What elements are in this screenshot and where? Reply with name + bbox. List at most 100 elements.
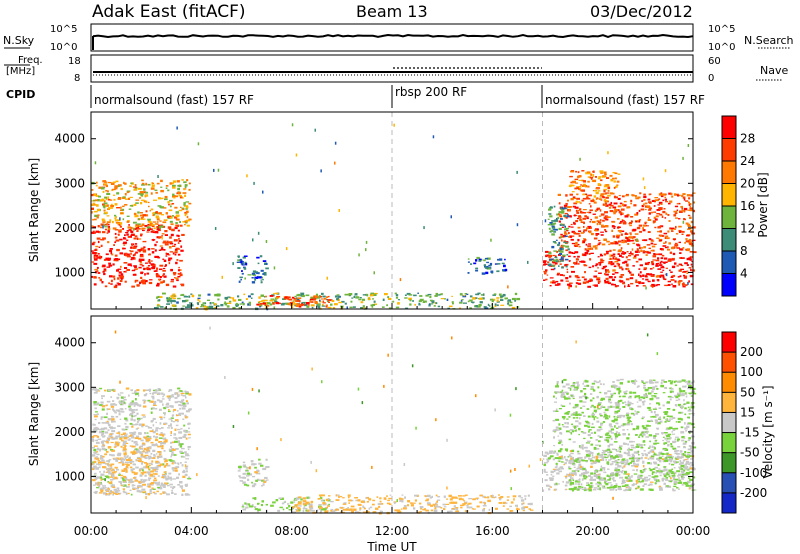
power-echo-6 [582,240,585,243]
velocity-echo-1 [145,466,148,469]
power-echo-6 [689,209,693,212]
velocity-echo-0 [94,424,96,426]
power-echo-6 [679,210,683,213]
velocity-echo-1 [124,478,129,481]
velocity-echo-5 [655,471,657,474]
power-echo-1 [179,194,182,197]
velocity-echo-0 [151,443,155,447]
velocity-echo-1 [124,461,129,464]
power-echo-5 [655,275,659,278]
power-echo-1 [167,215,171,218]
power-echo-5 [672,274,676,277]
velocity-echo-0 [102,485,106,487]
power-echo-8 [587,180,590,183]
power-echo-3 [173,304,176,307]
power-echo-1 [156,215,159,218]
velocity-echo-6 [673,460,677,463]
velocity-echo-1 [142,442,145,445]
velocity-echo-0 [93,387,97,390]
power-echo-scatter [516,170,518,174]
velocity-echo-5 [665,478,669,481]
power-echo-1 [178,184,181,188]
velocity-echo-4 [354,511,359,514]
velocity-echo-0 [160,392,164,395]
power-echo-6 [583,212,586,214]
velocity-echo-4 [468,498,472,500]
velocity-echo-0 [163,450,166,452]
velocity-echo-4 [449,510,453,513]
power-echo-3 [459,301,463,304]
power-echo-4 [328,301,330,303]
power-echo-3 [341,300,345,303]
velocity-echo-5 [666,452,669,455]
power-echo-1 [186,224,190,227]
velocity-echo-5 [590,465,593,468]
power-echo-6 [570,198,574,201]
power-echo-1 [155,191,158,194]
power-echo-6 [664,236,667,239]
power-echo-1 [151,186,154,188]
velocity-echo-4 [296,510,300,512]
velocity-echo-4 [305,501,310,504]
power-echo-3 [259,304,263,307]
velocity-echo-3 [290,501,294,504]
power-echo-6 [688,197,691,200]
velocity-echo-5 [653,461,657,464]
power-echo-8 [574,187,578,190]
power-echo-3 [337,295,340,298]
velocity-echo-0 [173,433,177,436]
velocity-echo-1 [130,434,133,437]
velocity-echo-5 [558,470,562,473]
velocity-echo-1 [121,463,125,466]
power-echo-0 [147,223,150,226]
power-echo-1 [124,204,128,206]
power-echo-0 [103,258,107,261]
power-echo-2 [243,266,246,269]
power-echo-3 [257,301,261,304]
power-echo-5 [612,257,615,260]
power-echo-0 [137,226,140,229]
power-echo-4 [259,303,264,305]
power-echo-6 [679,248,683,251]
velocity-echo-4 [304,503,309,505]
velocity-echo-1 [124,481,127,483]
velocity-echo-4 [426,498,430,500]
power-echo-3 [338,301,342,304]
velocity-echo-5 [548,488,551,491]
power-echo-6 [564,212,568,215]
power-echo-5 [660,260,663,263]
power-echo-1 [156,218,160,221]
power-echo-6 [604,211,608,214]
power-echo-0 [169,246,172,249]
velocity-echo-5 [672,478,676,481]
power-echo-8 [607,194,611,197]
velocity-echo-0 [148,462,152,465]
power-echo-2 [261,276,263,279]
velocity-echo-6 [665,440,668,442]
velocity-echo-4 [298,501,302,503]
power-echo-3 [414,303,416,306]
power-echo-3 [498,293,502,296]
power-echo-6 [620,208,625,211]
power-echo-3 [225,298,228,300]
velocity-echo-1 [129,432,133,434]
velocity-echo-6 [675,421,678,423]
velocity-echo-6 [587,453,591,455]
velocity-echo-4 [346,509,350,511]
velocity-echo-0 [188,408,192,410]
power-echo-3 [250,297,253,299]
velocity-echo-1 [160,444,162,447]
velocity-echo-5 [561,457,564,460]
power-echo-scatter [645,286,647,290]
power-echo-6 [673,228,677,230]
power-echo-5 [549,265,552,267]
velocity-echo-4 [506,508,510,510]
velocity-echo-4 [488,508,491,511]
velocity-echo-6 [567,397,571,400]
velocity-echo-0 [109,479,114,481]
power-echo-6 [676,247,680,249]
velocity-echo-0 [111,418,115,421]
velocity-echo-4 [338,496,340,499]
velocity-echo-6 [651,445,654,449]
power-echo-0 [176,234,179,237]
